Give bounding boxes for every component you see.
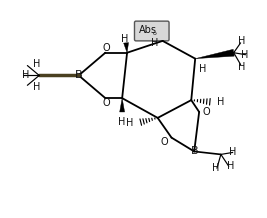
Text: H: H [119, 117, 126, 127]
Text: H: H [126, 118, 134, 128]
Text: H: H [33, 82, 40, 92]
Text: H: H [227, 161, 234, 171]
Text: H: H [22, 70, 29, 80]
Text: O: O [161, 137, 168, 146]
Text: B: B [75, 70, 83, 80]
Text: H: H [238, 61, 245, 72]
Polygon shape [124, 43, 128, 53]
Text: O: O [103, 43, 110, 53]
Text: H: H [229, 147, 236, 157]
Text: B: B [190, 146, 198, 157]
Text: O: O [103, 98, 110, 108]
Text: Abs: Abs [139, 25, 157, 34]
Text: H: H [217, 97, 225, 107]
Text: H: H [33, 59, 40, 69]
Text: H: H [241, 50, 248, 60]
FancyBboxPatch shape [135, 21, 169, 41]
Text: H: H [238, 36, 245, 46]
Text: H: H [121, 34, 129, 44]
Text: H: H [212, 163, 220, 173]
Text: H: H [199, 63, 207, 73]
Polygon shape [120, 98, 125, 112]
Text: o: o [153, 31, 157, 36]
Text: H: H [151, 38, 158, 48]
Text: O: O [202, 107, 210, 117]
Polygon shape [195, 49, 234, 59]
